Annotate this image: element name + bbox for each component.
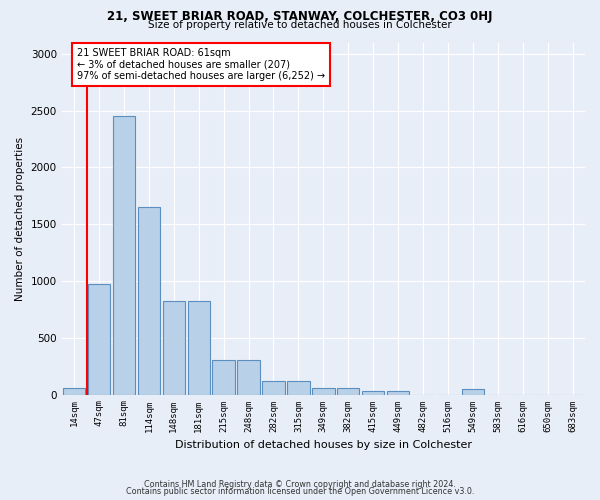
- Text: Contains public sector information licensed under the Open Government Licence v3: Contains public sector information licen…: [126, 487, 474, 496]
- Bar: [212, 360, 235, 394]
- Text: Size of property relative to detached houses in Colchester: Size of property relative to detached ho…: [148, 20, 452, 30]
- Text: 21, SWEET BRIAR ROAD, STANWAY, COLCHESTER, CO3 0HJ: 21, SWEET BRIAR ROAD, STANWAY, COLCHESTE…: [107, 10, 493, 23]
- Bar: [163, 301, 185, 394]
- Bar: [387, 391, 409, 394]
- Bar: [362, 391, 385, 394]
- Bar: [287, 381, 310, 394]
- Bar: [312, 388, 335, 394]
- Bar: [238, 360, 260, 394]
- Bar: [88, 284, 110, 395]
- Bar: [113, 116, 135, 394]
- Text: 21 SWEET BRIAR ROAD: 61sqm
← 3% of detached houses are smaller (207)
97% of semi: 21 SWEET BRIAR ROAD: 61sqm ← 3% of detac…: [77, 48, 325, 82]
- Text: Contains HM Land Registry data © Crown copyright and database right 2024.: Contains HM Land Registry data © Crown c…: [144, 480, 456, 489]
- Y-axis label: Number of detached properties: Number of detached properties: [15, 136, 25, 300]
- Bar: [137, 207, 160, 394]
- Bar: [337, 388, 359, 394]
- X-axis label: Distribution of detached houses by size in Colchester: Distribution of detached houses by size …: [175, 440, 472, 450]
- Bar: [188, 301, 210, 394]
- Bar: [461, 389, 484, 394]
- Bar: [262, 381, 285, 394]
- Bar: [63, 388, 85, 394]
